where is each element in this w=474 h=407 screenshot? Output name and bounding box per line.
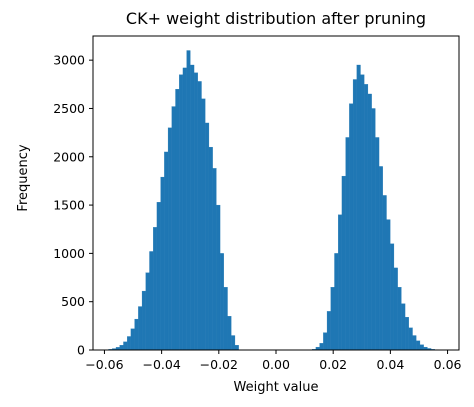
- y-axis-label: Frequency: [16, 144, 31, 211]
- x-tick-label: 0.00: [262, 357, 290, 372]
- histogram-bar: [341, 175, 346, 351]
- histogram-bar: [419, 344, 424, 351]
- histogram-bar: [397, 287, 402, 351]
- histogram-bar: [360, 74, 365, 351]
- y-tick-label: 2500: [53, 101, 85, 116]
- histogram-bar: [231, 335, 236, 351]
- histogram-bars: [104, 50, 443, 351]
- histogram-bar: [208, 146, 213, 351]
- x-tick-label: 0.04: [376, 357, 404, 372]
- histogram-bar: [408, 327, 413, 351]
- histogram-bar: [216, 204, 221, 351]
- histogram-bar: [149, 251, 154, 351]
- histogram-bar: [134, 318, 139, 351]
- histogram-bar: [156, 202, 161, 351]
- histogram-bar: [123, 341, 128, 351]
- histogram-bar: [164, 151, 169, 351]
- histogram-bar: [219, 253, 224, 351]
- histogram-bar: [375, 137, 380, 351]
- histogram-bar: [330, 287, 335, 351]
- chart-title: CK+ weight distribution after pruning: [126, 9, 426, 28]
- histogram-bar: [167, 127, 172, 351]
- y-axis-ticks: 0 500 1000 1500 2000 2500 3000: [53, 53, 93, 358]
- histogram-bar: [404, 317, 409, 351]
- histogram-bar: [141, 290, 146, 351]
- x-tick-label: −0.06: [85, 357, 123, 372]
- y-tick-label: 500: [61, 294, 85, 309]
- histogram-bar: [412, 335, 417, 351]
- x-tick-label: −0.02: [200, 357, 238, 372]
- histogram-bar: [319, 343, 324, 351]
- histogram-bar: [393, 267, 398, 351]
- histogram-bar: [323, 332, 328, 351]
- histogram-bar: [227, 316, 232, 351]
- histogram-bar: [182, 67, 187, 351]
- histogram-bar: [186, 50, 191, 351]
- histogram-bar: [338, 214, 343, 351]
- histogram-bar: [352, 79, 357, 351]
- y-tick-label: 0: [77, 343, 85, 358]
- histogram-bar: [364, 84, 369, 351]
- x-axis-label: Weight value: [234, 380, 319, 395]
- histogram-bar: [326, 311, 331, 351]
- histogram-bar: [345, 137, 350, 351]
- histogram-bar: [367, 93, 372, 351]
- histogram-bar: [382, 195, 387, 351]
- histogram-bar: [130, 328, 135, 351]
- histogram-bar: [179, 74, 184, 351]
- x-axis-ticks: −0.06 −0.04 −0.02 0.00 0.02 0.04 0.06: [85, 350, 462, 372]
- y-tick-label: 3000: [53, 53, 85, 68]
- histogram-bar: [171, 106, 176, 351]
- histogram-bar: [201, 98, 206, 351]
- y-tick-label: 1000: [53, 246, 85, 261]
- histogram-bar: [197, 81, 202, 351]
- histogram-bar: [127, 336, 132, 351]
- histogram-bar: [334, 253, 339, 351]
- x-tick-label: 0.02: [319, 357, 347, 372]
- histogram-bar: [153, 227, 158, 351]
- histogram-bar: [234, 345, 239, 351]
- histogram-bar: [119, 345, 124, 351]
- histogram-bar: [349, 103, 354, 351]
- histogram-bar: [401, 303, 406, 351]
- x-tick-label: 0.06: [434, 357, 462, 372]
- histogram-bar: [160, 176, 165, 351]
- histogram-bar: [190, 64, 195, 351]
- histogram-bar: [371, 108, 376, 351]
- x-tick-label: −0.04: [142, 357, 180, 372]
- histogram-bar: [386, 219, 391, 351]
- histogram-bar: [175, 89, 180, 351]
- histogram-bar: [390, 243, 395, 351]
- histogram-bar: [138, 306, 143, 351]
- histogram-bar: [193, 72, 198, 351]
- histogram-bar: [145, 272, 150, 351]
- y-tick-label: 1500: [53, 198, 85, 213]
- histogram-bar: [378, 166, 383, 351]
- histogram-bar: [212, 168, 217, 351]
- histogram-bar: [356, 64, 361, 351]
- histogram-bar: [416, 340, 421, 351]
- histogram-bar: [223, 287, 228, 351]
- y-tick-label: 2000: [53, 149, 85, 164]
- histogram-bar: [205, 122, 210, 351]
